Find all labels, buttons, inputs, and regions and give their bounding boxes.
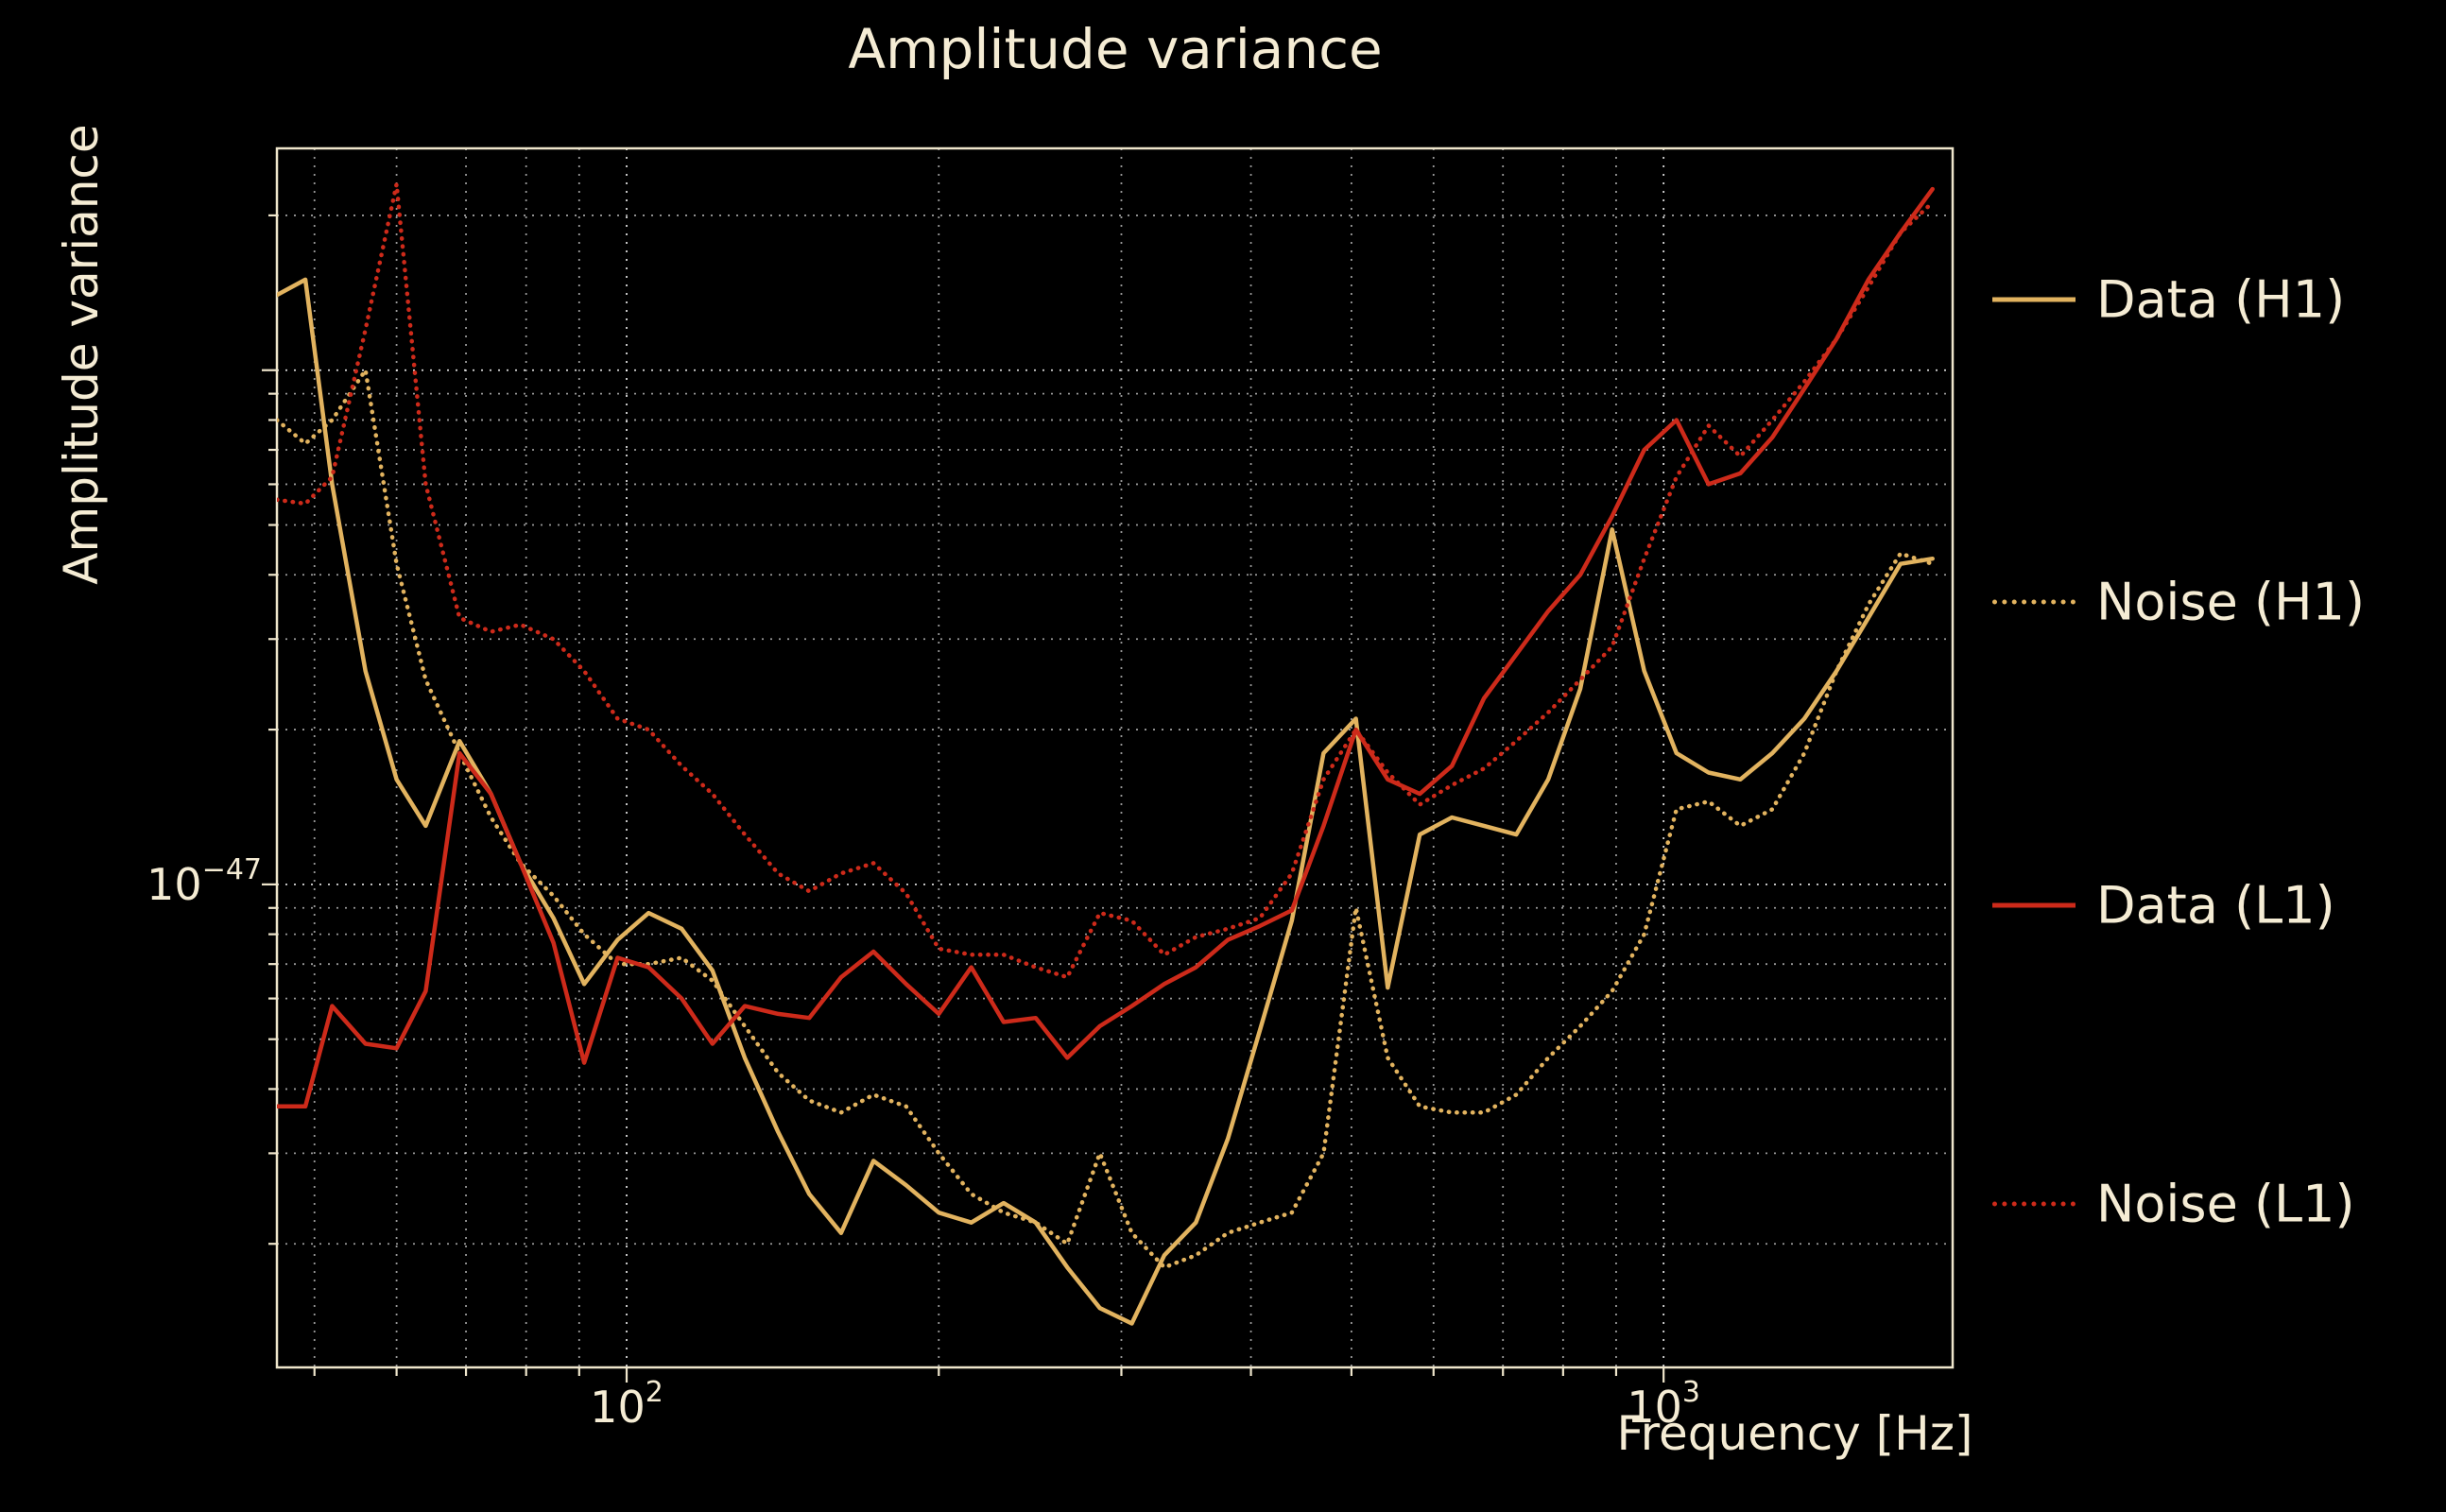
- legend-entry-data-l1: Data (L1): [1992, 876, 2335, 936]
- legend-line-sample-noise-h1: [1992, 599, 2076, 605]
- legend-entry-noise-l1: Noise (L1): [1992, 1175, 2355, 1234]
- y-tick-label: 10−47: [146, 853, 262, 910]
- series-line-data-l1: [277, 186, 1935, 1109]
- x-tick-label: 102: [590, 1376, 663, 1433]
- legend-line-sample-data-h1: [1992, 297, 2076, 302]
- x-tick-label: 103: [1627, 1376, 1700, 1433]
- legend-line-sample-data-l1: [1992, 902, 2076, 908]
- plot-area: [275, 146, 1955, 1369]
- y-axis-label: Amplitude variance: [54, 124, 109, 585]
- chart-title: Amplitude variance: [848, 17, 1383, 81]
- legend-entry-data-h1: Data (H1): [1992, 270, 2345, 330]
- legend-entry-noise-h1: Noise (H1): [1992, 573, 2365, 632]
- legend-label-noise-l1: Noise (L1): [2096, 1174, 2355, 1234]
- legend-label-noise-h1: Noise (H1): [2096, 572, 2366, 632]
- series-line-noise-h1: [277, 368, 1935, 1270]
- x-axis-label: Frequency [Hz]: [1616, 1406, 1973, 1461]
- series-group: [277, 181, 1935, 1326]
- legend-line-sample-noise-l1: [1992, 1201, 2076, 1207]
- series-line-data-h1: [277, 277, 1935, 1326]
- legend-label-data-l1: Data (L1): [2096, 875, 2335, 936]
- legend-label-data-h1: Data (H1): [2096, 269, 2346, 330]
- series-line-noise-l1: [277, 181, 1935, 980]
